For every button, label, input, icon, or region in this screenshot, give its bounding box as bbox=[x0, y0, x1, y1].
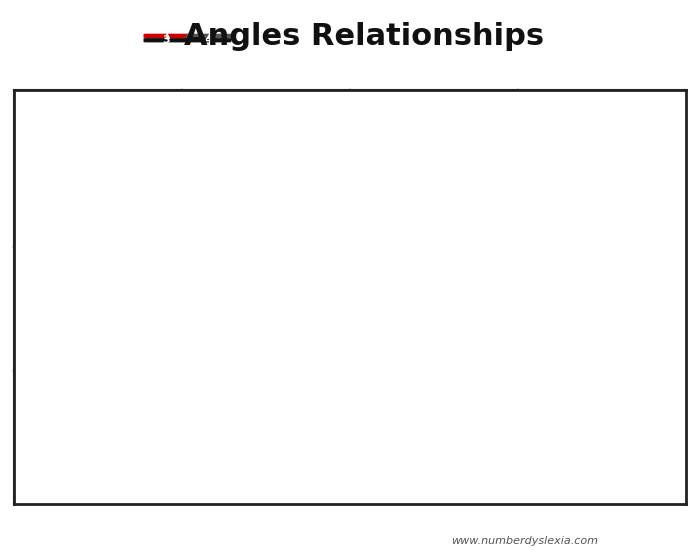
Wedge shape bbox=[251, 312, 266, 328]
Text: Vertical
Angle: Vertical Angle bbox=[564, 149, 640, 188]
Text: 1: 1 bbox=[162, 31, 170, 41]
FancyBboxPatch shape bbox=[144, 38, 189, 43]
Wedge shape bbox=[421, 303, 442, 321]
Text: Comple-
mentary
Angles: Comple- mentary Angles bbox=[223, 138, 309, 198]
Text: 7: 7 bbox=[204, 31, 213, 41]
Text: 3: 3 bbox=[162, 35, 170, 45]
FancyBboxPatch shape bbox=[186, 38, 231, 43]
FancyBboxPatch shape bbox=[144, 34, 189, 38]
Text: Two adjacent
angles that
add up to
90°: Two adjacent angles that add up to 90° bbox=[209, 404, 323, 472]
Text: Two adjacent
angles that
add up to
180°: Two adjacent angles that add up to 180° bbox=[41, 404, 155, 472]
Text: Two angles
across from each
other formed by
two intersecting
lines: Two angles across from each other formed… bbox=[528, 395, 676, 480]
Text: Supple-
mentary
Angles: Supple- mentary Angles bbox=[55, 138, 141, 198]
Text: Angles Relationships: Angles Relationships bbox=[184, 22, 544, 51]
Wedge shape bbox=[78, 297, 123, 315]
Wedge shape bbox=[584, 291, 620, 309]
Wedge shape bbox=[584, 309, 620, 328]
FancyBboxPatch shape bbox=[186, 34, 231, 38]
Wedge shape bbox=[426, 307, 451, 321]
Text: 4: 4 bbox=[204, 35, 213, 45]
Text: Adjacent
Angle: Adjacent Angle bbox=[389, 149, 479, 188]
Wedge shape bbox=[244, 316, 266, 328]
Text: Two angles
that are
next to
each other: Two angles that are next to each other bbox=[386, 404, 482, 472]
Wedge shape bbox=[73, 304, 98, 315]
Text: www.numberdyslexia.com: www.numberdyslexia.com bbox=[452, 536, 598, 546]
